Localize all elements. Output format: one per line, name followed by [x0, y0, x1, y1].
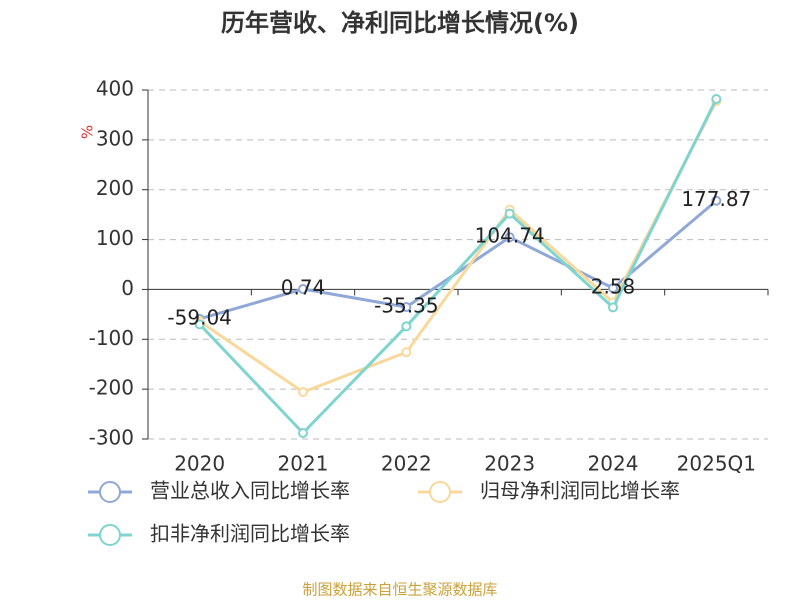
data-label: -35.35 — [374, 294, 438, 318]
y-tick-label: 400 — [96, 77, 134, 101]
series-line — [198, 100, 718, 394]
x-tick-label: 2024 — [588, 452, 639, 476]
y-tick-label: -300 — [89, 426, 134, 450]
series-line — [198, 98, 718, 436]
data-label: -59.04 — [167, 305, 231, 329]
legend-marker — [99, 524, 121, 546]
y-tick-label: -200 — [89, 376, 134, 400]
legend-marker — [429, 481, 451, 503]
y-tick-label: 0 — [121, 276, 134, 300]
data-label: 104.74 — [475, 224, 545, 248]
data-point — [401, 321, 412, 332]
legend-marker — [99, 481, 121, 503]
data-point — [711, 93, 722, 104]
data-point — [504, 232, 515, 243]
series-line — [199, 199, 718, 321]
data-point — [298, 387, 308, 398]
legend-label: 营业总收入同比增长率 — [150, 479, 350, 503]
data-point — [401, 302, 412, 313]
x-tick-label: 2022 — [381, 452, 432, 476]
data-point — [711, 195, 722, 206]
data-label: 0.74 — [281, 276, 326, 300]
x-tick-label: 2020 — [174, 452, 225, 476]
legend-label: 归母净利润同比增长率 — [480, 479, 680, 503]
x-tick-label: 2025Q1 — [677, 452, 756, 476]
data-point — [401, 347, 412, 358]
chart-title: 历年营收、净利同比增长情况(%) — [221, 9, 579, 37]
data-point — [298, 284, 308, 295]
data-point — [194, 319, 205, 330]
data-point — [608, 283, 618, 294]
y-tick-label: 200 — [96, 176, 134, 200]
y-tick-label: 100 — [96, 226, 134, 250]
data-label: 2.58 — [591, 275, 636, 299]
data-point — [608, 302, 618, 313]
x-tick-label: 2023 — [484, 452, 535, 476]
y-tick-label: 300 — [96, 126, 134, 150]
x-tick-label: 2021 — [278, 452, 329, 476]
y-tick-label: -100 — [89, 326, 134, 350]
y-axis-label: % — [79, 125, 97, 139]
source-note: 制图数据来自恒生聚源数据库 — [302, 581, 497, 599]
data-label: 177.87 — [681, 187, 751, 211]
data-point — [504, 208, 515, 219]
legend-label: 扣非净利润同比增长率 — [150, 522, 350, 546]
data-point — [298, 428, 308, 439]
